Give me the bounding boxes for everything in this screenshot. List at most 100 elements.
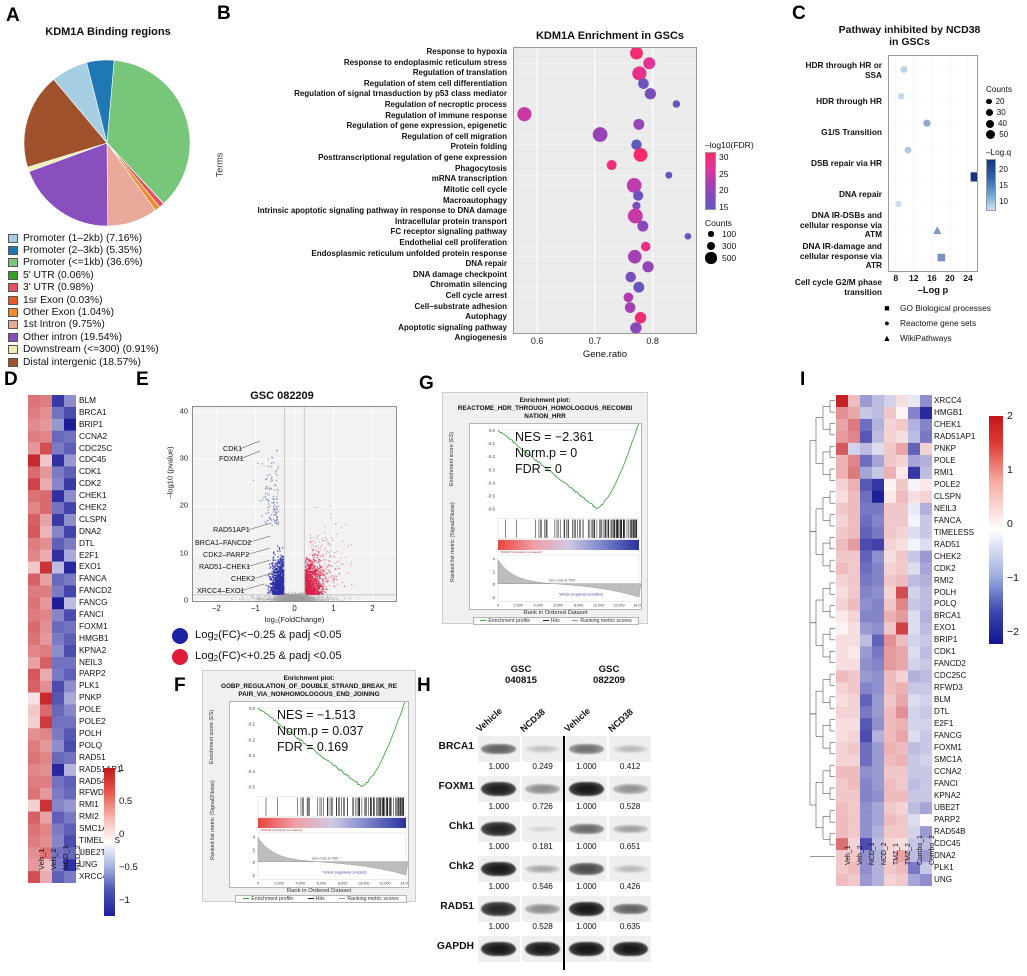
heatmap-cell [52, 585, 64, 597]
blot-band [481, 782, 516, 795]
heatmap-cell [836, 802, 848, 814]
heatmap-cell [896, 814, 908, 826]
heatmap-cell [896, 754, 908, 766]
legend-swatch [8, 320, 18, 329]
es-tick: -0.5 [247, 785, 255, 790]
column-label: TMZ_2 [905, 843, 912, 865]
heatmap-cell [896, 778, 908, 790]
blot-lane-label: NCD38 [518, 707, 547, 734]
es-tick: -0.2 [487, 454, 495, 459]
pathway-label: HDR through HR or SSA [790, 55, 885, 86]
panel-f-gsea-nhej: F Enrichment plot: GOBP_REGULATION_OF_DO… [172, 666, 417, 905]
heatmap-cell [52, 645, 64, 657]
blot-quant-value: 0.528 [608, 802, 652, 814]
heatmap-cell [52, 431, 64, 443]
pathway-marker [938, 254, 946, 262]
panel-c-counts-title: Counts [986, 85, 1027, 94]
heatmap-cell [896, 599, 908, 611]
metric-tick: 2 [493, 569, 496, 574]
footer-legend-swatch [243, 898, 249, 899]
panel-c-dotplot [888, 55, 978, 272]
heatmap-cell [848, 527, 860, 539]
heatmap-cell [848, 766, 860, 778]
heatmap-cell [28, 395, 40, 407]
heatmap-cell [848, 826, 860, 838]
heatmap-cell [848, 814, 860, 826]
heatmap-cell [28, 716, 40, 728]
heatmap-cell [896, 706, 908, 718]
heatmap-cell [884, 754, 896, 766]
heatmap-cell [920, 694, 932, 706]
heatmap-cell [860, 599, 872, 611]
volcano-legend-item: Log2(FC)<+0.25 & padj <0.05 [172, 646, 417, 667]
dot [637, 221, 648, 232]
gene-label: BLM [79, 395, 134, 407]
heatmap-cell [40, 800, 52, 812]
heatmap-cell [908, 527, 920, 539]
heatmap-cell [40, 431, 52, 443]
heatmap-cell [40, 466, 52, 478]
legend-item: Promoter (1–2kb) (7.16%) [8, 232, 213, 244]
gene-label: FANCD2 [934, 658, 1006, 670]
heatmap-cell [52, 669, 64, 681]
pathway-marker [905, 147, 912, 154]
blot-quant-value: 1.000 [565, 922, 609, 934]
x-tick: 0.8 [646, 336, 659, 346]
panel-a-letter: A [6, 6, 20, 25]
heatmap-cell [884, 527, 896, 539]
heatmap-cell [64, 550, 76, 562]
heatmap-cell [884, 826, 896, 838]
heatmap-cell [872, 706, 884, 718]
rank-tick: 2,000 [513, 603, 523, 607]
heatmap-cell [52, 502, 64, 514]
heatmap-cell [896, 587, 908, 599]
heatmap-cell [64, 478, 76, 490]
heatmap-cell [848, 742, 860, 754]
panel-g-set-name-line2: NATION_HRR [443, 413, 647, 421]
x-tick: 24 [963, 273, 973, 283]
heatmap-cell [908, 491, 920, 503]
x-tick: 16 [927, 273, 937, 283]
heatmap-cell [836, 455, 848, 467]
heatmap-cell [836, 443, 848, 455]
heatmap-cell [64, 419, 76, 431]
dot [633, 119, 644, 130]
heatmap-cell [884, 611, 896, 623]
blot-lane-cell [522, 776, 564, 802]
heatmap-cell [872, 646, 884, 658]
y-tick: 40 [180, 406, 188, 415]
heatmap-cell [860, 467, 872, 479]
legend-swatch [8, 308, 18, 317]
heatmap-cell [836, 718, 848, 730]
heatmap-cell [836, 503, 848, 515]
heatmap-cell [40, 812, 52, 824]
heatmap-cell [896, 395, 908, 407]
heatmap-cell [908, 443, 920, 455]
gene-label: POLQ [79, 740, 134, 752]
heatmap-cell [872, 599, 884, 611]
blot-band [481, 822, 516, 835]
heatmap-cell [884, 635, 896, 647]
heatmap-cell [848, 706, 860, 718]
heatmap-cell [896, 670, 908, 682]
legend-swatch [8, 258, 18, 267]
term-label: Macroautophagy [223, 196, 510, 207]
counts-legend-label: 50 [999, 130, 1008, 139]
volcano-legend-dot [172, 628, 188, 644]
heatmap-cell [836, 563, 848, 575]
panel-b-kdm1a-enrichment: B KDM1A Enrichment in GSCs Terms Respons… [215, 0, 790, 370]
heatmap-cell [848, 670, 860, 682]
footer-legend-label: Enrichment profile [488, 618, 530, 624]
gene-annotation: CDK1 [223, 444, 242, 453]
gene-label: RFWD3 [934, 682, 1006, 694]
pathway-label: DNA repair [790, 179, 885, 210]
heatmap-cell [896, 646, 908, 658]
gene-label: BRCA1 [79, 407, 134, 419]
term-label: Regulation of signal trnasduction by p53… [223, 89, 510, 100]
blot-lane-cell [609, 776, 651, 802]
blot-quant-value: 1.000 [565, 762, 609, 774]
heatmap-cell [860, 479, 872, 491]
